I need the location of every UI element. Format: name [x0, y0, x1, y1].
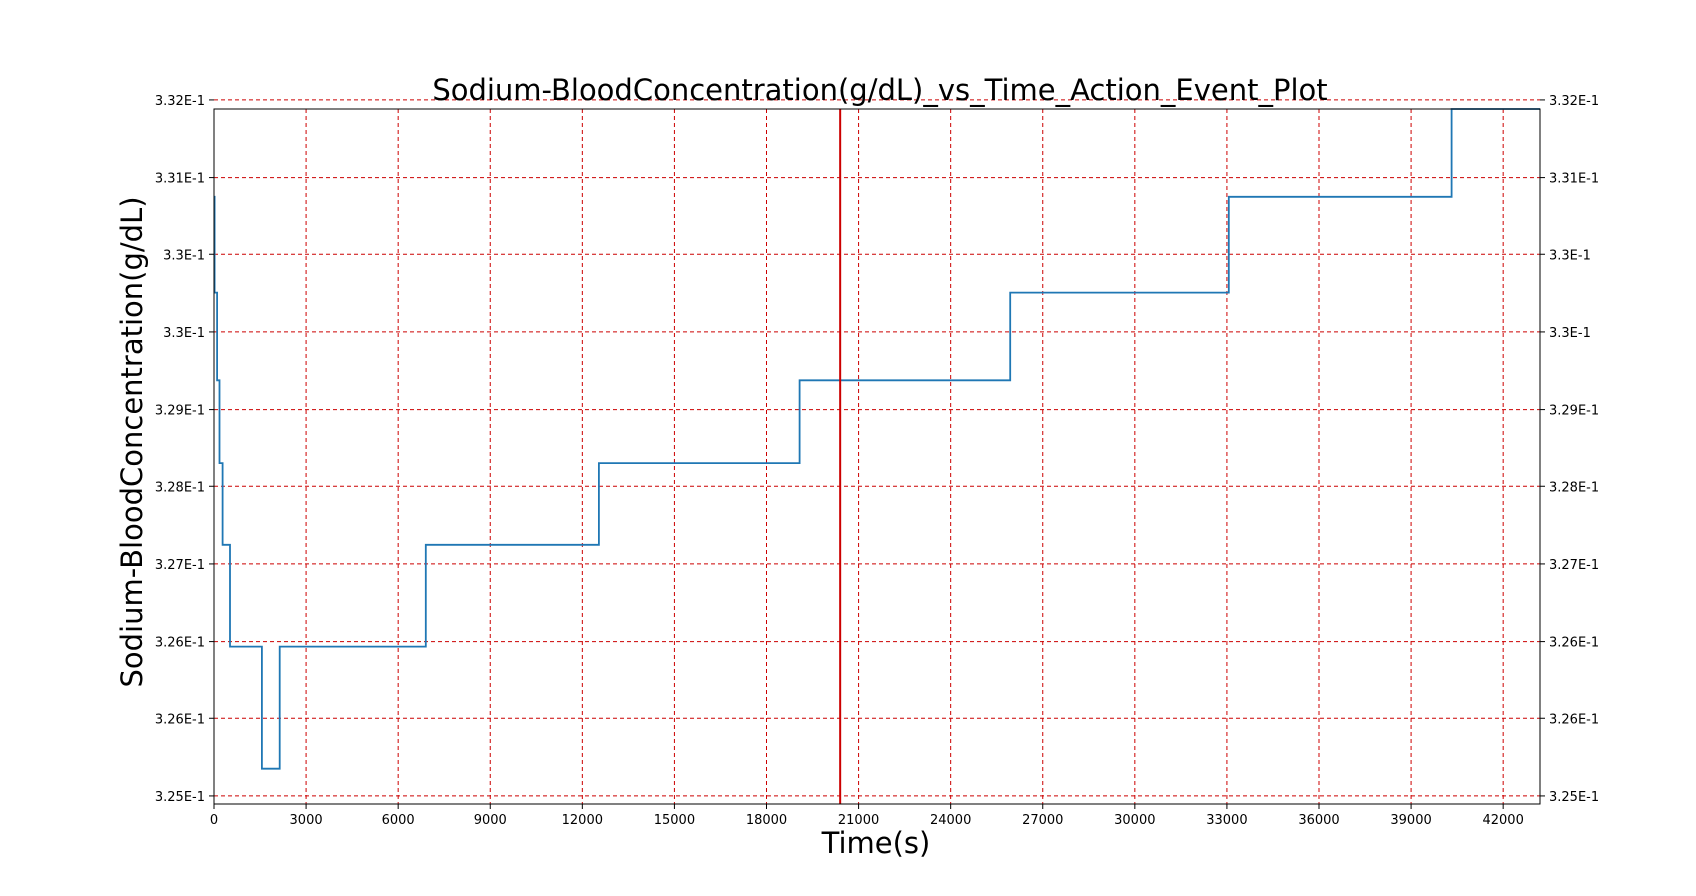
- y-tick-label-right: 3.31E-1: [1549, 172, 1599, 187]
- x-tick-label: 27000: [1022, 813, 1063, 828]
- x-tick-label: 6000: [382, 813, 415, 828]
- y-tick-label-left: 3.25E-1: [155, 790, 205, 805]
- y-axis-label: Sodium-BloodConcentration(g/dL): [115, 196, 149, 687]
- y-tick-label-right: 3.3E-1: [1549, 326, 1591, 341]
- x-tick-label: 33000: [1206, 813, 1247, 828]
- y-tick-label-right: 3.26E-1: [1549, 636, 1599, 651]
- y-tick-label-left: 3.26E-1: [155, 712, 205, 727]
- y-tick-label-left: 3.3E-1: [163, 326, 205, 341]
- y-axis-left: 3.25E-1 3.26E-1 3.26E-1 3.27E-1 3.28E-1 3.29E…: [155, 94, 214, 805]
- y-axis-right: 3.25E-1 3.26E-1 3.26E-1 3.27E-1 3.28E-1 3.29E…: [1540, 94, 1599, 805]
- plot-frame: [213, 108, 1541, 805]
- y-tick-label-left: 3.31E-1: [155, 172, 205, 187]
- series-layer: [213, 108, 1540, 770]
- y-tick-label-left: 3.27E-1: [155, 558, 205, 573]
- x-tick-label: 24000: [930, 813, 971, 828]
- x-tick-label: 39000: [1390, 813, 1431, 828]
- x-tick-label: 12000: [562, 813, 603, 828]
- chart-title: Sodium-BloodConcentration(g/dL)_vs_Time_…: [432, 73, 1327, 107]
- y-tick-label-left: 3.32E-1: [155, 94, 205, 109]
- y-tick-label-left: 3.3E-1: [163, 248, 205, 263]
- y-tick-label-right: 3.25E-1: [1549, 790, 1599, 805]
- y-tick-label-right: 3.3E-1: [1549, 248, 1591, 263]
- y-tick-label-right: 3.27E-1: [1549, 558, 1599, 573]
- y-tick-label-right: 3.32E-1: [1549, 94, 1599, 109]
- x-tick-label: 30000: [1114, 813, 1155, 828]
- y-tick-label-left: 3.26E-1: [155, 636, 205, 651]
- x-axis: 0 3000 6000 9000 12000 15000 18000 21000 24000 27…: [210, 804, 1524, 828]
- x-tick-label: 0: [210, 813, 218, 828]
- x-tick-label: 42000: [1482, 813, 1523, 828]
- x-tick-label: 18000: [746, 813, 787, 828]
- y-tick-label-left: 3.29E-1: [155, 404, 205, 419]
- x-tick-label: 21000: [838, 813, 879, 828]
- y-tick-label-right: 3.28E-1: [1549, 480, 1599, 495]
- grid: [213, 99, 1540, 804]
- x-tick-label: 9000: [474, 813, 507, 828]
- x-tick-label: 36000: [1298, 813, 1339, 828]
- x-axis-label: Time(s): [821, 826, 931, 860]
- y-tick-label-right: 3.26E-1: [1549, 712, 1599, 727]
- x-tick-label: 3000: [290, 813, 323, 828]
- y-tick-label-right: 3.29E-1: [1549, 404, 1599, 419]
- series-line: [213, 108, 1540, 770]
- y-tick-label-left: 3.28E-1: [155, 480, 205, 495]
- x-tick-label: 15000: [654, 813, 695, 828]
